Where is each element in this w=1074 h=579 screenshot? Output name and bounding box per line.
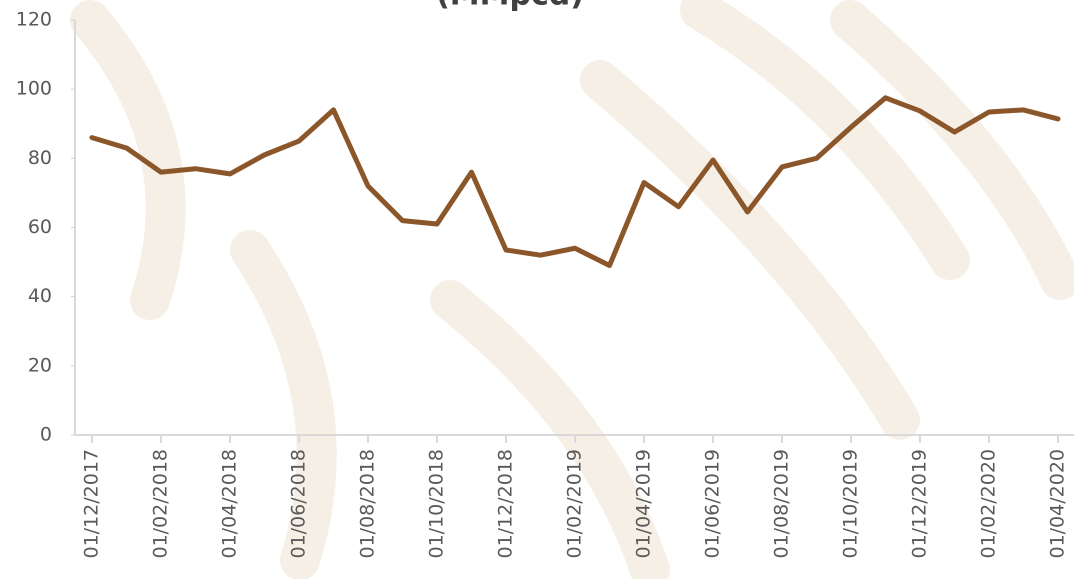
x-tick-label: 01/12/2018: [495, 449, 517, 559]
x-tick-label: 01/02/2020: [978, 449, 1000, 559]
x-tick-label: 01/08/2018: [357, 449, 379, 559]
x-tick-label: 01/06/2019: [702, 449, 724, 559]
y-tick-label: 100: [16, 78, 52, 100]
x-tick-label: 01/08/2019: [771, 449, 793, 559]
x-tick-label: 01/10/2018: [426, 449, 448, 559]
x-tick-label: 01/10/2019: [840, 449, 862, 559]
y-tick-label: 60: [28, 216, 52, 238]
x-tick-label: 01/04/2019: [633, 449, 655, 559]
y-tick-label: 40: [28, 285, 52, 307]
chart-title: (MMpcd): [436, 0, 584, 13]
x-tick-label: 01/04/2018: [219, 449, 241, 559]
page: (MMpcd) 0 20 40 60 80 100 120 01/12/2017 01/02/2…: [0, 0, 1074, 579]
x-tick-label: 01/02/2018: [150, 449, 172, 559]
y-tick-label: 80: [28, 147, 52, 169]
x-tick-label: 01/04/2020: [1047, 449, 1069, 559]
y-tick-label: 20: [28, 354, 52, 376]
x-tick-label: 01/06/2018: [288, 449, 310, 559]
y-tick-label: 0: [40, 424, 52, 446]
chart: (MMpcd) 0 20 40 60 80 100 120 01/12/2017 01/02/2…: [0, 0, 1074, 579]
y-tick-label: 120: [16, 9, 52, 31]
x-tick-label: 01/02/2019: [564, 449, 586, 559]
x-tick-label: 01/12/2017: [81, 449, 103, 559]
x-tick-label: 01/12/2019: [909, 449, 931, 559]
watermark-stroke: [90, 20, 166, 300]
